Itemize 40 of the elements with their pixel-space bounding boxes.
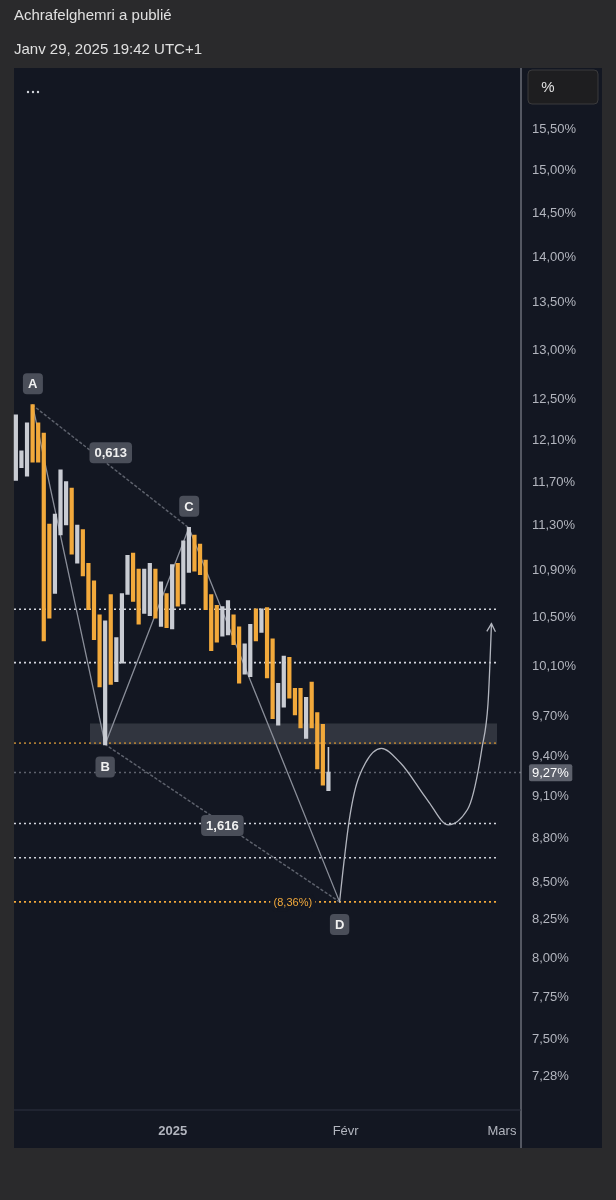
y-tick-label: 10,10% xyxy=(532,657,577,673)
x-tick-label: Févr xyxy=(332,1123,360,1139)
ref-line-label: (8,36%) xyxy=(273,895,313,908)
y-tick-label: 9,10% xyxy=(532,788,570,804)
text: % xyxy=(541,78,555,95)
y-tick-label: 10,50% xyxy=(532,609,577,625)
y-tick-label: 14,00% xyxy=(532,248,577,264)
y-tick-label: 11,70% xyxy=(532,473,576,489)
annotation: C xyxy=(184,498,195,514)
y-tick-label: 12,50% xyxy=(532,390,577,406)
annotation: A xyxy=(27,376,38,392)
annotation: 1,616 xyxy=(206,817,239,833)
y-tick-label: 11,30% xyxy=(532,517,576,533)
candlestick xyxy=(326,746,331,791)
chart-title: Achrafelghemri a publié xyxy=(14,6,172,23)
y-tick-label: 12,10% xyxy=(532,431,577,447)
candlestick xyxy=(164,593,169,629)
chart-subtitle: Janv 29, 2025 19:42 UTC+1 xyxy=(14,40,203,57)
y-tick-label: 9,27% xyxy=(532,765,570,781)
y-tick-label: 15,00% xyxy=(532,162,577,178)
y-tick-label: 13,50% xyxy=(532,294,577,310)
annotation: 0,613 xyxy=(94,445,128,461)
annotation: D xyxy=(334,916,345,932)
candlestick xyxy=(153,568,158,619)
y-tick-label: 7,75% xyxy=(532,989,570,1005)
y-tick-label: 15,50% xyxy=(532,121,577,137)
y-tick-label: 9,70% xyxy=(532,708,570,724)
y-tick-label: 13,00% xyxy=(532,341,577,357)
y-tick-label: 9,40% xyxy=(532,747,570,763)
y-tick-label: 8,50% xyxy=(532,873,570,889)
y-tick-label: 7,28% xyxy=(532,1067,570,1083)
y-tick-label: 10,90% xyxy=(532,562,577,578)
y-tick-label: 8,80% xyxy=(532,830,570,846)
x-tick-label: 2025 xyxy=(158,1123,188,1139)
x-tick-label: Mars xyxy=(487,1123,517,1139)
y-tick-label: 8,25% xyxy=(532,911,570,927)
y-tick-label: 14,50% xyxy=(532,204,577,220)
annotation: B xyxy=(100,759,110,775)
y-tick-label: 7,50% xyxy=(532,1030,570,1046)
y-tick-label: 8,00% xyxy=(532,949,570,965)
